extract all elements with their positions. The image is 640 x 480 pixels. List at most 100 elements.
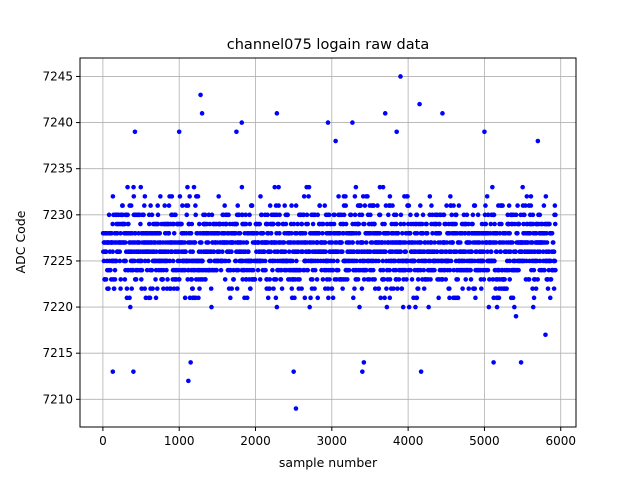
data-point [415, 277, 421, 282]
data-point [516, 221, 522, 227]
data-point [110, 221, 115, 227]
data-point [340, 249, 345, 255]
data-point [259, 212, 265, 218]
data-point [401, 221, 407, 227]
data-point [239, 184, 245, 190]
data-point [142, 286, 148, 291]
data-point [326, 212, 332, 218]
data-point [449, 212, 455, 218]
data-point [487, 277, 492, 282]
data-point [535, 138, 541, 144]
data-point [531, 295, 537, 301]
data-point [483, 203, 488, 208]
data-point [167, 258, 173, 264]
y-tick-label: 7225 [42, 254, 73, 268]
data-point [432, 240, 437, 245]
data-point [139, 277, 144, 282]
data-point [423, 258, 428, 264]
y-tick-label: 7240 [42, 116, 73, 130]
data-point [419, 221, 425, 227]
data-point [129, 286, 134, 291]
data-point [320, 221, 326, 227]
data-point [490, 184, 495, 190]
data-point [113, 258, 119, 264]
data-point [467, 240, 473, 245]
data-point [453, 221, 458, 227]
data-point [327, 277, 332, 282]
data-point [547, 221, 552, 227]
data-point [199, 240, 204, 245]
data-point [530, 304, 536, 310]
data-point [289, 286, 295, 291]
data-point [332, 212, 337, 218]
data-point [162, 203, 168, 208]
data-point [218, 267, 224, 273]
data-point [351, 295, 356, 301]
data-point [171, 286, 177, 291]
data-point [456, 203, 462, 208]
data-point [187, 194, 192, 199]
data-point [368, 249, 373, 255]
data-point [290, 258, 295, 264]
data-point [277, 230, 282, 236]
data-point [460, 286, 465, 291]
data-point [124, 286, 130, 291]
data-point [482, 129, 487, 135]
data-point [278, 267, 284, 273]
data-point [139, 258, 144, 264]
data-point [530, 212, 536, 218]
data-point [189, 221, 195, 227]
data-point [413, 304, 418, 310]
data-point [393, 221, 399, 227]
data-point [184, 212, 190, 218]
data-point [360, 369, 365, 374]
data-point [293, 406, 299, 411]
data-point [315, 295, 321, 301]
data-point [268, 249, 273, 255]
data-point [383, 249, 388, 255]
data-point [161, 286, 166, 291]
data-point [261, 249, 267, 255]
data-point [189, 277, 195, 282]
data-point [341, 212, 347, 218]
data-point [132, 129, 138, 135]
data-point [406, 203, 412, 208]
data-point [260, 230, 266, 236]
data-point [469, 249, 474, 255]
data-point [176, 129, 182, 135]
data-point [380, 258, 386, 264]
data-point [372, 221, 377, 227]
data-point [226, 258, 232, 264]
data-point [375, 203, 380, 208]
data-point [481, 249, 487, 255]
data-point [267, 203, 273, 208]
data-point [270, 267, 275, 273]
data-point [222, 277, 228, 282]
data-point [547, 295, 553, 301]
data-point [485, 249, 490, 255]
data-point [235, 267, 241, 273]
data-point [244, 240, 250, 245]
data-point [403, 249, 409, 255]
data-point [492, 221, 497, 227]
data-point [350, 120, 355, 125]
data-point [199, 111, 205, 116]
data-point [234, 286, 240, 291]
data-point [208, 258, 213, 264]
data-point [276, 221, 282, 227]
data-point [520, 184, 525, 190]
data-point [310, 277, 315, 282]
data-point [310, 221, 316, 227]
data-point [142, 203, 147, 208]
data-point [243, 221, 249, 227]
data-point [414, 295, 420, 301]
data-point [136, 240, 142, 245]
data-point [149, 267, 155, 273]
data-point [504, 286, 509, 291]
data-point [320, 277, 326, 282]
data-point [362, 221, 367, 227]
data-point [126, 221, 131, 227]
y-tick-label: 7245 [42, 69, 73, 83]
y-tick-label: 7210 [42, 392, 73, 406]
data-point [132, 258, 137, 264]
